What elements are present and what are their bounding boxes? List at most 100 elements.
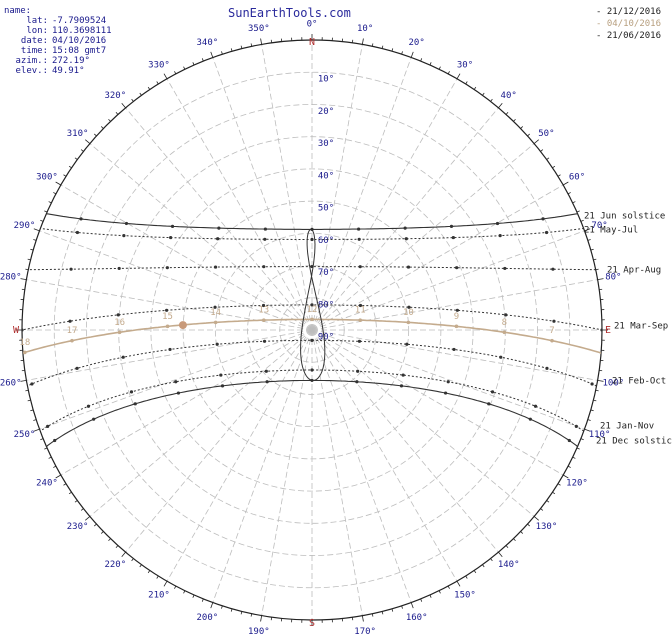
today-hour-label: 14 — [210, 308, 221, 318]
elevation-label: 90° — [318, 333, 334, 343]
azimuth-tick — [202, 599, 203, 602]
azimuth-tick — [75, 158, 77, 160]
azimuth-tick — [439, 591, 440, 594]
date-path-hour-dot — [452, 348, 455, 351]
today-hour-dot — [166, 325, 170, 329]
azimuth-tick — [157, 82, 159, 85]
azimuth-tick — [101, 531, 103, 533]
path-label: 21 Jun solstice — [584, 212, 665, 222]
azimuth-label: 350° — [248, 24, 270, 34]
azimuth-tick — [221, 606, 222, 609]
date-path-hour-dot — [499, 234, 502, 237]
info-azimuth: azim.:272.19° — [4, 56, 112, 66]
azimuth-tick — [53, 466, 56, 467]
date-path-hour-dot — [552, 320, 555, 323]
date-path-hour-dot — [75, 367, 78, 370]
azimuth-label: 20° — [409, 38, 425, 48]
azimuth-label: 40° — [501, 91, 517, 101]
info-title: name: — [4, 6, 112, 16]
azimuth-tick — [221, 51, 222, 54]
azimuth-tick — [541, 150, 543, 152]
azimuth-label: 300° — [36, 173, 58, 183]
azimuth-tick — [402, 606, 403, 609]
date-path-hour-dot — [452, 236, 455, 239]
azimuth-tick — [184, 591, 185, 594]
date-path-hour-dot — [122, 356, 125, 359]
azimuth-tick — [547, 500, 549, 502]
azimuth-label: 150° — [454, 591, 476, 601]
azimuth-tick — [581, 439, 584, 440]
date-path-hour-dot — [262, 265, 265, 268]
azimuth-label: 210° — [148, 591, 170, 601]
azimuth-tick — [491, 99, 493, 101]
info-elevation-value: 49.91° — [52, 66, 85, 76]
azimuth-tick — [211, 603, 213, 609]
today-hour-label: 11 — [355, 306, 366, 316]
azimuth-ray — [312, 108, 498, 330]
date-path-hour-dot — [358, 340, 361, 343]
azimuth-tick — [598, 279, 604, 280]
date-path-hour-dot — [405, 343, 408, 346]
azimuth-label: 10° — [357, 24, 373, 34]
azimuth-tick — [148, 570, 150, 572]
date-path-hour-dot — [122, 234, 125, 237]
date-path-hour-dot — [87, 405, 90, 408]
date-path-hour-dot — [355, 380, 358, 383]
azimuth-ray — [39, 231, 312, 330]
azimuth-label: 330° — [148, 60, 170, 70]
azimuth-tick — [30, 249, 33, 250]
date-path-hour-dot — [358, 238, 361, 241]
date-path-hour-dot — [405, 237, 408, 240]
date-path-hour-dot — [551, 268, 554, 271]
path-label: 21 Mar-Sep — [614, 322, 668, 332]
today-hour-label: 17 — [67, 326, 78, 336]
azimuth-tick — [439, 67, 440, 70]
azimuth-tick — [157, 576, 159, 579]
azimuth-tick — [558, 175, 561, 177]
azimuth-ray — [312, 330, 411, 603]
today-hour-dot — [214, 321, 218, 325]
azimuth-tick — [534, 516, 539, 520]
today-hour-dot — [358, 318, 362, 322]
azimuth-tick — [506, 112, 508, 114]
azimuth-tick — [552, 166, 554, 168]
azimuth-label: 170° — [354, 627, 376, 635]
azimuth-tick — [591, 249, 594, 250]
azimuth-tick — [49, 202, 52, 203]
azimuth-tick — [558, 484, 561, 486]
today-hour-label: 7 — [549, 326, 554, 336]
azimuth-label: 50° — [538, 129, 554, 139]
azimuth-tick — [140, 93, 142, 95]
azimuth-tick — [563, 182, 568, 185]
azimuth-tick — [49, 457, 52, 458]
elevation-label: 40° — [318, 171, 334, 181]
azimuth-tick — [362, 616, 363, 622]
info-lat: lat:-7.7909524 — [4, 16, 112, 26]
azimuth-tick — [474, 87, 476, 89]
azimuth-tick — [108, 539, 110, 541]
azimuth-tick — [69, 492, 71, 494]
today-hour-label: 18 — [19, 338, 30, 348]
azimuth-label: 340° — [196, 38, 218, 48]
elevation-label: 20° — [318, 107, 334, 117]
date-path-hour-dot — [400, 384, 403, 387]
date-path-hour-dot — [53, 439, 56, 442]
date-path-hour-dot — [263, 340, 266, 343]
azimuth-label: 320° — [104, 91, 126, 101]
today-hour-dot — [310, 318, 314, 322]
azimuth-tick — [44, 211, 47, 212]
azimuth-tick — [457, 581, 460, 586]
cardinal-east: E — [605, 325, 611, 336]
azimuth-tick — [140, 565, 142, 567]
azimuth-tick — [466, 576, 468, 579]
azimuth-tick — [588, 420, 591, 421]
azimuth-tick — [577, 211, 580, 212]
azimuth-tick — [132, 559, 134, 561]
date-path-hour-dot — [359, 265, 362, 268]
site-title[interactable]: SunEarthTools.com — [228, 6, 351, 20]
azimuth-label: 130° — [536, 522, 558, 532]
azimuth-tick — [521, 531, 523, 533]
date-path-hour-dot — [46, 425, 49, 428]
azimuth-tick — [448, 71, 449, 74]
